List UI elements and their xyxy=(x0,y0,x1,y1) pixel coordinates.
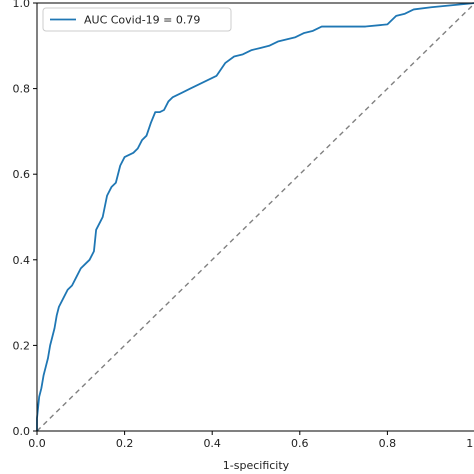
x-tick-label: 0.2 xyxy=(116,437,134,450)
y-tick-label: 1.0 xyxy=(13,0,31,10)
y-axis-ticks: 0.0 0.2 0.4 0.6 0.8 1.0 xyxy=(13,0,37,438)
y-tick-label: 0.2 xyxy=(13,339,31,352)
roc-curve-line xyxy=(36,2,474,431)
legend-box xyxy=(42,7,232,32)
x-axis-ticks: 0.0 0.2 0.4 0.6 0.8 1.0 xyxy=(28,431,474,450)
series-layer xyxy=(36,2,474,432)
legend-label-auc-covid-19: AUC Covid-19 = 0.79 xyxy=(84,14,200,27)
x-tick-label: 0.6 xyxy=(291,437,309,450)
x-tick-label: 0.4 xyxy=(203,437,221,450)
legend: AUC Covid-19 = 0.79 xyxy=(42,7,232,32)
axes-frame xyxy=(36,2,474,432)
x-tick-label: 0.0 xyxy=(28,437,46,450)
y-tick-label: 0.0 xyxy=(13,425,31,438)
axes-layer xyxy=(36,2,474,432)
y-tick-label: 0.8 xyxy=(13,83,31,96)
x-tick-label: 1.0 xyxy=(466,437,474,450)
x-axis-label: 1-specificity xyxy=(223,459,290,472)
reference-diagonal-line xyxy=(36,2,474,432)
plot-area xyxy=(36,2,474,432)
y-tick-label: 0.4 xyxy=(13,254,31,267)
x-tick-label: 0.8 xyxy=(379,437,397,450)
y-tick-label: 0.6 xyxy=(13,168,31,181)
